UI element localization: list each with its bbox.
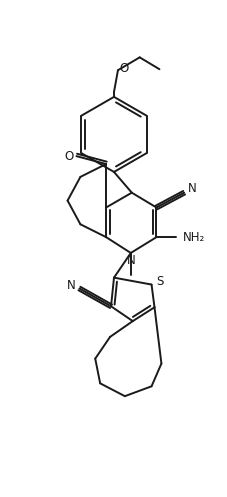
Text: N: N [126, 254, 135, 267]
Text: N: N [187, 182, 195, 195]
Text: S: S [156, 275, 163, 288]
Text: NH₂: NH₂ [182, 231, 204, 244]
Text: N: N [67, 279, 76, 292]
Text: O: O [64, 150, 73, 163]
Text: O: O [119, 62, 128, 75]
